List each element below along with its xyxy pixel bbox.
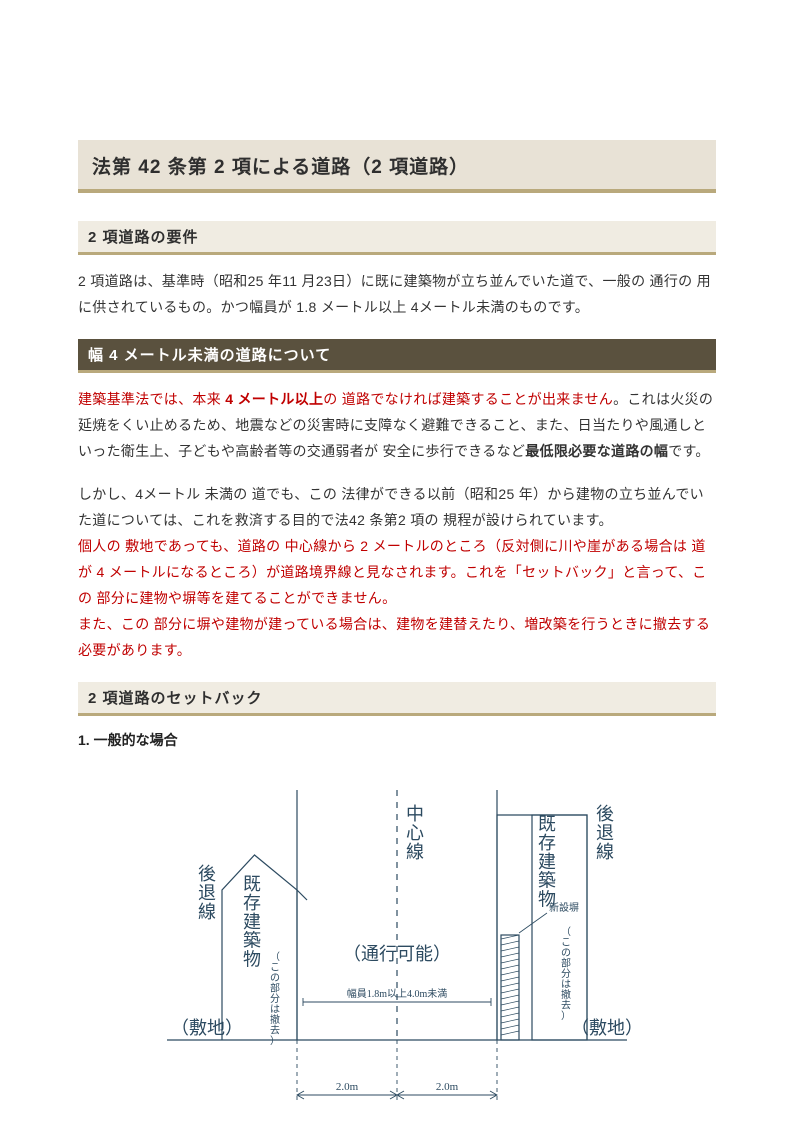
svg-text:新設塀: 新設塀 xyxy=(549,901,579,914)
section-1-heading: 2 項道路の要件 xyxy=(88,229,199,246)
case-1-label: 1. 一般的な場合 xyxy=(78,730,716,750)
s2p1-b: 4 メートル以上 xyxy=(225,391,323,407)
svg-text:既存建築物: 既存建築物 xyxy=(538,814,556,910)
svg-text:幅員1.8m以上4.0m未満: 幅員1.8m以上4.0m未満 xyxy=(347,987,448,1000)
s2p2-c: また、この 部分に塀や建物が建っている場合は、建物を建替えたり、増改築を行うとき… xyxy=(78,616,710,658)
section-2-paragraph-1: 建築基準法では、本来 4 メートル以上の 道路でなければ建築することが出来ません… xyxy=(78,387,716,465)
svg-text:（通行可能）: （通行可能） xyxy=(343,944,451,964)
s2p1-f: です。 xyxy=(668,443,710,459)
section-1-heading-band: 2 項道路の要件 xyxy=(78,221,716,255)
s2p2-a: しかし、4メートル 未満の 道でも、この 法律ができる以前（昭和25 年）から建… xyxy=(78,486,704,528)
svg-text:（敷地）: （敷地） xyxy=(171,1018,243,1038)
svg-text:後退線: 後退線 xyxy=(198,864,216,922)
section-2-heading: 幅 4 メートル未満の道路について xyxy=(88,347,331,364)
svg-text:（この部分は撤去）: （この部分は撤去） xyxy=(270,951,280,1047)
s2p1-e: 最低限必要な道路の幅 xyxy=(525,443,668,459)
main-title: 法第 42 条第 2 項による道路（2 項道路） xyxy=(92,157,469,178)
svg-text:後退線: 後退線 xyxy=(596,804,614,862)
section-2-heading-band: 幅 4 メートル未満の道路について xyxy=(78,339,716,373)
main-title-band: 法第 42 条第 2 項による道路（2 項道路） xyxy=(78,140,716,193)
s2p1-c: の 道路でなければ建築することが出来ません xyxy=(323,391,613,407)
svg-text:2.0m: 2.0m xyxy=(436,1081,459,1093)
svg-text:中心線: 中心線 xyxy=(406,804,424,862)
setback-diagram: 中心線後退線既存建築物（この部分は撤去）既存建築物（この部分は撤去）後退線新設塀… xyxy=(78,760,716,1120)
s2p1-a: 建築基準法では、本来 xyxy=(78,391,225,407)
section-3-heading-band: 2 項道路のセットバック xyxy=(78,682,716,716)
svg-text:（この部分は撤去）: （この部分は撤去） xyxy=(561,926,571,1022)
svg-text:2.0m: 2.0m xyxy=(336,1081,359,1093)
svg-text:（敷地）: （敷地） xyxy=(571,1018,643,1038)
section-2-paragraph-2: しかし、4メートル 未満の 道でも、この 法律ができる以前（昭和25 年）から建… xyxy=(78,482,716,663)
svg-text:既存建築物: 既存建築物 xyxy=(243,874,261,970)
section-3-heading: 2 項道路のセットバック xyxy=(88,690,263,707)
s2p2-b: 個人の 敷地であっても、道路の 中心線から 2 メートルのところ（反対側に川や崖… xyxy=(78,538,707,606)
section-1-paragraph-1: 2 項道路は、基準時（昭和25 年11 月23日）に既に建築物が立ち並んでいた道… xyxy=(78,269,716,321)
